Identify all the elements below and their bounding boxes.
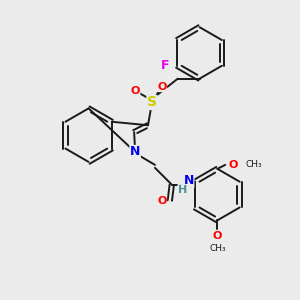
Text: CH₃: CH₃: [209, 244, 226, 253]
Text: H: H: [178, 184, 187, 195]
Text: O: O: [157, 196, 167, 206]
Text: O: O: [213, 231, 222, 241]
Text: O: O: [229, 160, 238, 170]
Text: N: N: [130, 146, 140, 158]
Text: O: O: [130, 85, 140, 96]
Text: N: N: [184, 174, 194, 187]
Text: F: F: [161, 59, 170, 72]
Text: O: O: [157, 82, 167, 92]
Text: S: S: [147, 95, 157, 110]
Text: CH₃: CH₃: [245, 160, 262, 169]
